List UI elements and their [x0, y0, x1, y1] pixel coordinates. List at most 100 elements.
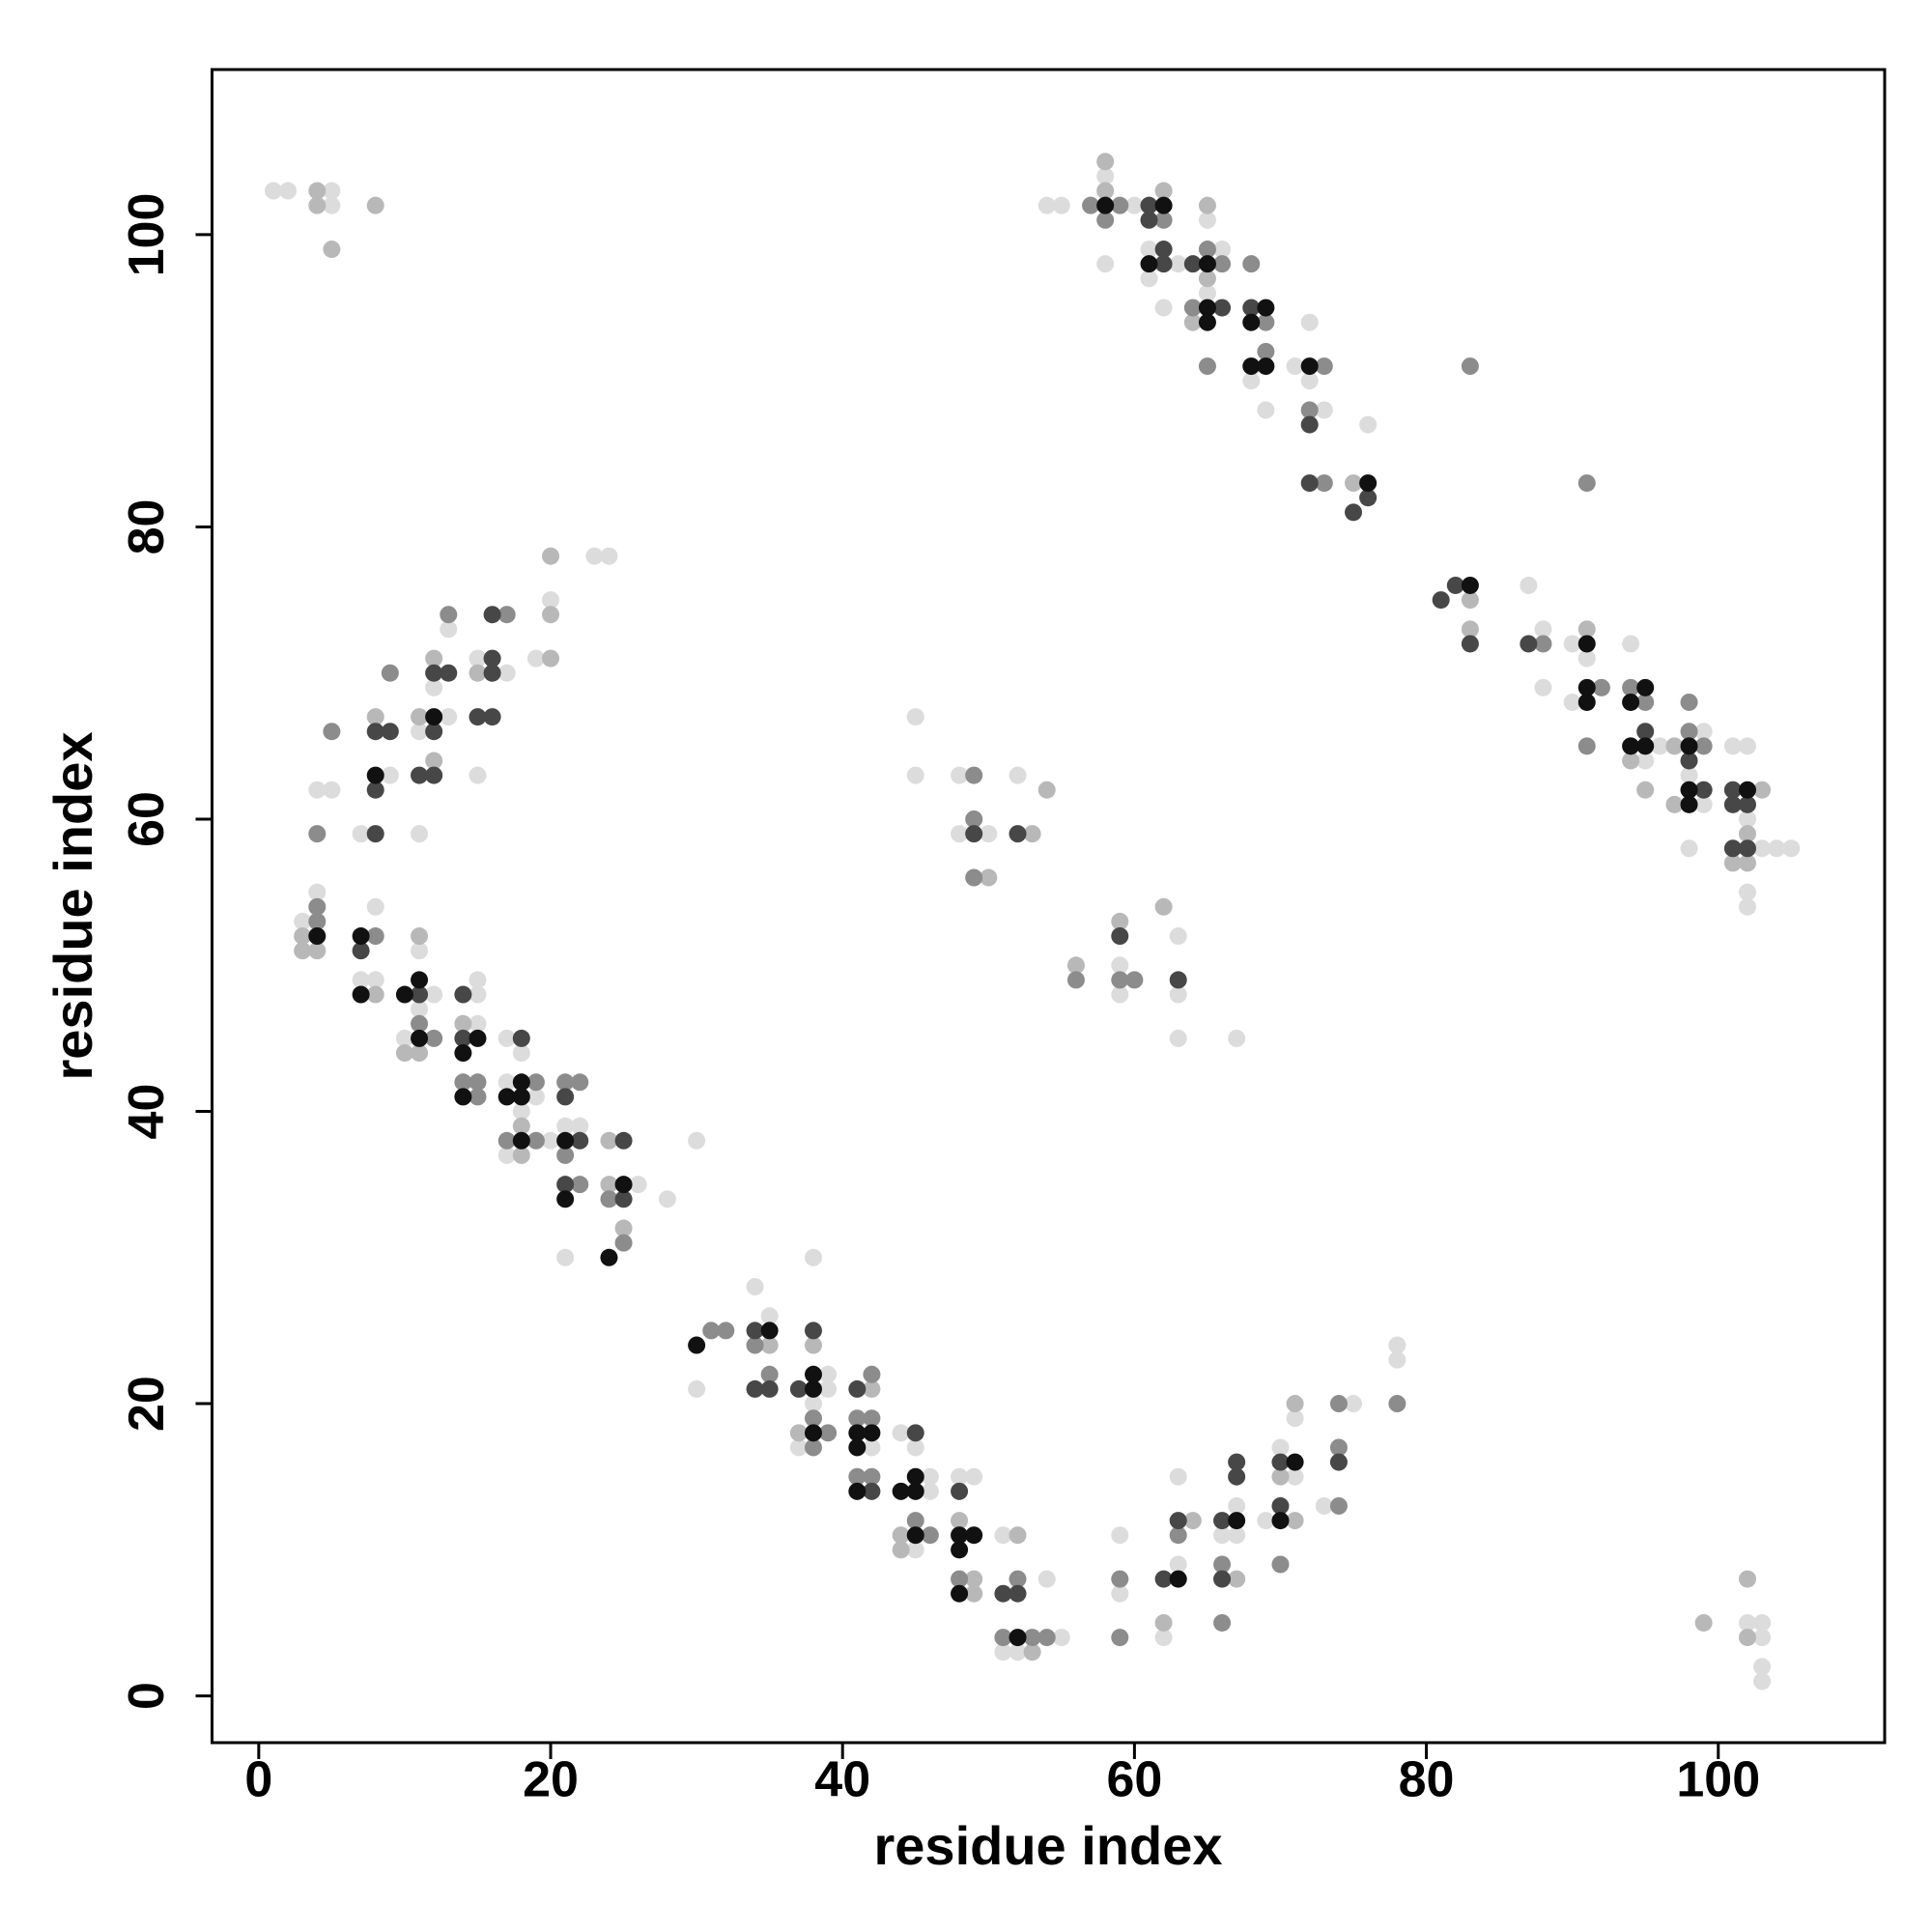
- point: [411, 825, 429, 843]
- x-tick-label: 80: [1399, 1752, 1455, 1808]
- point: [1315, 401, 1333, 419]
- point: [789, 1424, 808, 1442]
- point: [1111, 1526, 1129, 1545]
- point: [1198, 298, 1216, 317]
- point: [848, 1409, 867, 1428]
- point: [951, 1570, 969, 1588]
- point: [1009, 1584, 1027, 1603]
- point: [1738, 897, 1756, 916]
- point: [1315, 357, 1333, 376]
- point: [1534, 620, 1552, 639]
- point: [512, 1146, 530, 1164]
- point: [556, 1190, 575, 1208]
- point: [1242, 313, 1261, 331]
- point: [352, 942, 370, 960]
- point: [264, 182, 282, 200]
- point: [965, 1584, 983, 1603]
- point: [1577, 678, 1596, 696]
- point: [1738, 883, 1756, 901]
- point: [1213, 241, 1232, 259]
- point: [469, 649, 487, 668]
- point: [965, 1467, 983, 1486]
- point: [965, 825, 983, 843]
- point: [1622, 693, 1640, 711]
- point: [804, 1321, 822, 1340]
- point: [717, 1321, 735, 1340]
- point: [1271, 1453, 1290, 1471]
- point: [1723, 795, 1742, 813]
- point: [526, 1131, 545, 1150]
- point: [921, 1526, 939, 1545]
- point: [1329, 1438, 1348, 1457]
- point: [614, 1131, 633, 1150]
- point: [440, 664, 458, 682]
- point: [1622, 737, 1640, 755]
- point: [1096, 182, 1115, 200]
- point: [411, 766, 429, 784]
- point: [1228, 1570, 1246, 1588]
- point: [1345, 474, 1363, 493]
- point: [308, 912, 327, 930]
- point: [1096, 211, 1115, 229]
- point: [746, 1321, 764, 1340]
- point: [1257, 401, 1275, 419]
- point: [1213, 1512, 1232, 1530]
- point: [906, 1424, 924, 1442]
- point: [1213, 298, 1232, 317]
- point: [1037, 1570, 1056, 1588]
- point: [469, 766, 487, 784]
- point: [1753, 781, 1772, 799]
- point: [863, 1424, 881, 1442]
- point: [1111, 1584, 1129, 1603]
- point: [1592, 678, 1610, 696]
- x-tick-label: 60: [1106, 1752, 1162, 1808]
- point: [1111, 1570, 1129, 1588]
- point: [411, 927, 429, 946]
- point: [789, 1438, 808, 1457]
- point: [1738, 795, 1756, 813]
- point: [951, 1526, 969, 1545]
- point: [1257, 313, 1275, 331]
- point: [1665, 737, 1684, 755]
- point: [440, 620, 458, 639]
- point: [411, 942, 429, 960]
- point: [497, 1146, 516, 1164]
- point: [395, 1044, 413, 1063]
- point: [1154, 298, 1173, 317]
- point: [1096, 167, 1115, 185]
- point: [1154, 211, 1173, 229]
- point: [1183, 255, 1202, 273]
- point: [1111, 196, 1129, 214]
- point: [1169, 1512, 1187, 1530]
- point: [1111, 927, 1129, 946]
- point: [688, 1379, 706, 1398]
- point: [571, 1131, 589, 1150]
- point: [614, 1176, 633, 1194]
- point: [352, 971, 370, 989]
- point: [1154, 196, 1173, 214]
- point: [556, 1248, 575, 1266]
- point: [1680, 795, 1698, 813]
- point: [1052, 1629, 1070, 1647]
- point: [1300, 313, 1319, 331]
- point: [1461, 635, 1479, 653]
- point: [1213, 1555, 1232, 1574]
- point: [863, 1409, 881, 1428]
- point: [965, 868, 983, 887]
- point: [1345, 503, 1363, 522]
- point: [1111, 1629, 1129, 1647]
- points: [264, 153, 1801, 1690]
- point: [1271, 1512, 1290, 1530]
- point: [1140, 255, 1158, 273]
- point: [951, 766, 969, 784]
- point: [1446, 576, 1464, 594]
- point: [1300, 372, 1319, 390]
- point: [1009, 1629, 1027, 1647]
- point: [1125, 196, 1144, 214]
- point: [366, 971, 384, 989]
- point: [1198, 284, 1216, 302]
- point: [352, 927, 370, 946]
- point: [1651, 737, 1669, 755]
- point: [1738, 737, 1756, 755]
- point: [542, 649, 560, 668]
